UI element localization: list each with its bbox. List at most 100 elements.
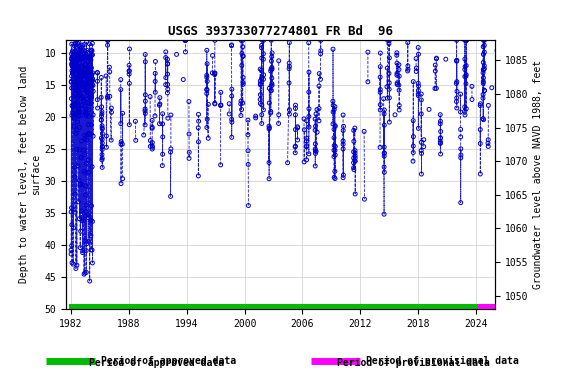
Point [238,74,248,81]
Point [77,56,86,62]
Point [82,89,92,96]
Point [82,74,91,81]
Point [74,113,84,119]
Point [75,46,85,52]
Point [78,60,88,66]
Point [82,99,92,106]
Point [267,50,276,56]
Point [93,97,102,103]
Point [452,80,461,86]
Point [84,54,93,60]
Point [77,64,86,70]
Text: —: — [67,354,83,372]
Point [351,155,360,161]
Text: —: — [314,354,331,372]
Point [77,96,86,102]
Point [75,109,84,116]
Point [79,98,89,104]
Point [97,152,107,158]
Point [476,103,485,109]
Point [124,68,134,74]
Point [70,41,79,47]
Point [259,76,268,82]
Point [83,67,92,73]
Point [385,80,394,86]
Point [382,95,392,101]
Point [430,85,439,91]
Point [310,146,320,152]
Point [73,94,82,100]
Point [84,79,93,85]
Point [80,270,89,276]
Point [363,79,373,85]
Point [73,163,82,169]
Point [158,111,167,117]
Point [118,110,127,116]
Point [266,110,275,116]
Point [78,55,87,61]
Point [408,158,418,164]
Point [285,63,294,70]
Point [85,101,94,107]
Point [363,49,373,55]
Point [88,70,97,76]
Point [86,98,95,104]
Point [74,106,84,113]
Point [395,107,404,113]
Point [74,64,83,70]
Point [267,66,276,72]
Point [331,123,340,129]
Point [97,108,107,114]
Point [304,40,313,46]
Point [87,87,96,93]
Point [67,56,76,62]
Point [75,74,85,80]
Point [316,37,325,43]
Point [84,90,93,96]
Point [71,265,81,271]
Point [266,68,275,74]
Point [79,71,88,77]
Point [432,55,441,61]
Point [80,62,89,68]
Point [97,125,107,131]
Point [462,37,471,43]
Point [349,127,358,134]
Point [256,66,265,72]
Point [456,200,465,206]
Point [116,121,126,127]
Point [131,137,141,144]
Point [67,73,76,79]
Point [285,60,294,66]
Point [312,111,321,117]
Point [75,86,84,92]
Point [88,218,97,225]
Point [82,247,91,253]
Point [70,115,79,121]
Point [257,42,266,48]
Point [146,137,155,144]
Point [82,69,92,75]
Point [452,105,461,111]
Point [77,53,86,59]
Point [83,68,92,74]
Point [71,100,80,106]
Point [267,58,276,64]
Point [72,61,81,67]
Point [116,141,126,147]
Point [84,69,93,75]
Point [432,85,441,91]
Point [349,155,358,161]
Point [285,111,294,117]
Point [376,102,385,108]
Point [256,100,265,106]
Point [84,92,93,98]
Point [452,37,461,43]
Point [71,62,80,68]
Point [329,135,339,141]
Point [339,127,348,134]
Point [494,111,503,117]
Point [87,73,96,79]
Point [395,103,404,109]
Point [78,51,88,57]
